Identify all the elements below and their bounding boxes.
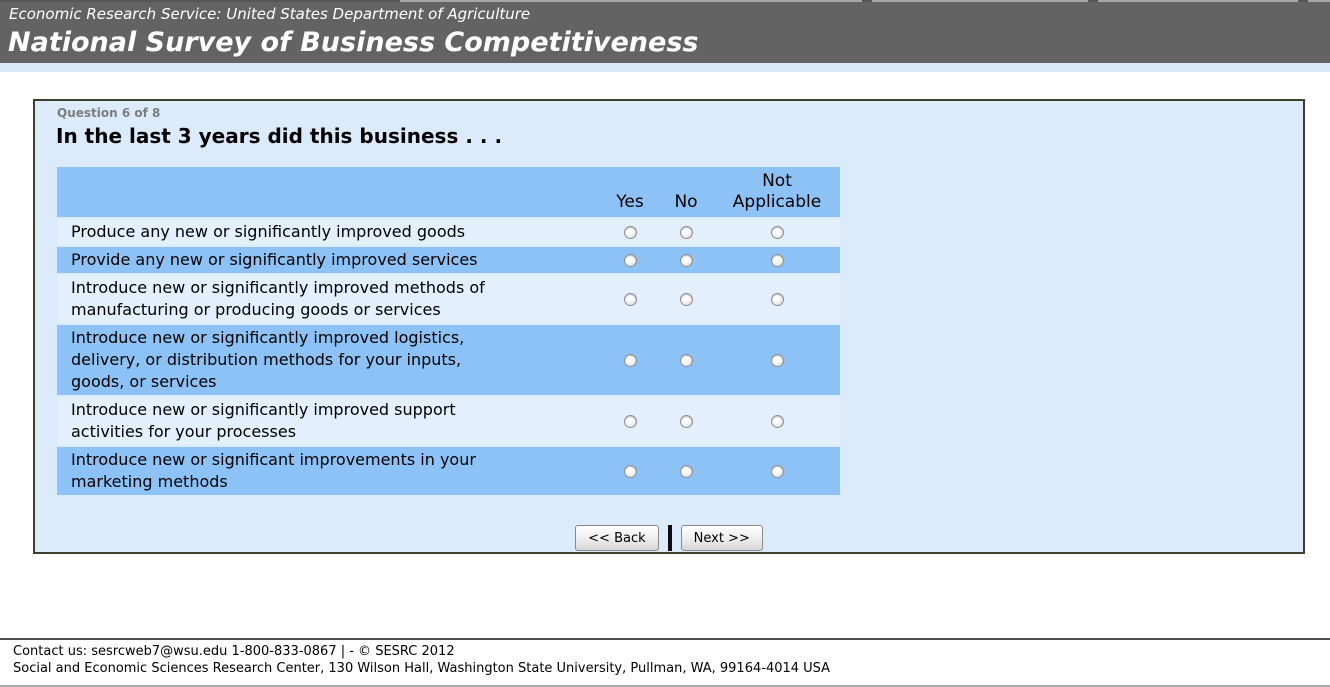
footer-address: Social and Economic Sciences Research Ce… xyxy=(13,661,831,676)
bottom-divider xyxy=(0,685,1330,687)
question-panel: Question 6 of 8 In the last 3 years did … xyxy=(33,99,1305,554)
button-separator xyxy=(667,525,672,551)
column-header-yes: Yes xyxy=(616,192,644,212)
radio-row0-yes[interactable] xyxy=(623,225,637,239)
matrix-row-produce-goods: Produce any new or significantly improve… xyxy=(57,219,840,245)
matrix-row-marketing-methods: Introduce new or significant improvement… xyxy=(57,447,840,495)
header-accent-strip xyxy=(0,63,1330,72)
navigation: << Back Next >> xyxy=(35,525,1303,551)
radio-cell xyxy=(602,292,658,306)
radio-row2-no[interactable] xyxy=(679,292,693,306)
column-header-no: No xyxy=(674,192,698,212)
radio-cell xyxy=(714,464,840,478)
radio-cell xyxy=(658,225,714,239)
radio-cell xyxy=(658,292,714,306)
radio-cell xyxy=(602,353,658,367)
radio-cell xyxy=(714,414,840,428)
matrix-header-row: Yes No Not Applicable xyxy=(57,167,840,217)
radio-row3-yes[interactable] xyxy=(623,353,637,367)
footer-contact: Contact us: sesrcweb7@wsu.edu 1-800-833-… xyxy=(13,644,455,659)
radio-cell xyxy=(714,353,840,367)
column-header-not-applicable: Not Applicable xyxy=(732,171,822,212)
row-label: Introduce new or significantly improved … xyxy=(71,278,485,319)
matrix-row-provide-services: Provide any new or significantly improve… xyxy=(57,247,840,273)
radio-row1-not-applicable[interactable] xyxy=(770,253,784,267)
radio-row4-no[interactable] xyxy=(679,414,693,428)
radio-cell xyxy=(714,292,840,306)
top-edge xyxy=(0,0,1330,2)
radio-cell xyxy=(658,353,714,367)
matrix-row-logistics-methods: Introduce new or significantly improved … xyxy=(57,325,840,395)
radio-cell xyxy=(602,464,658,478)
site-header: Economic Research Service: United States… xyxy=(0,0,1330,63)
top-edge-segment xyxy=(400,0,862,2)
radio-row1-yes[interactable] xyxy=(623,253,637,267)
radio-cell xyxy=(714,225,840,239)
radio-cell xyxy=(602,253,658,267)
row-label: Introduce new or significantly improved … xyxy=(71,400,456,441)
top-edge-segment xyxy=(872,0,1088,2)
radio-cell xyxy=(714,253,840,267)
next-button[interactable]: Next >> xyxy=(680,525,763,551)
radio-row4-yes[interactable] xyxy=(623,414,637,428)
radio-row5-no[interactable] xyxy=(679,464,693,478)
radio-row5-yes[interactable] xyxy=(623,464,637,478)
radio-row5-not-applicable[interactable] xyxy=(770,464,784,478)
row-label: Produce any new or significantly improve… xyxy=(71,222,466,241)
agency-name: Economic Research Service: United States… xyxy=(9,5,531,23)
row-label: Provide any new or significantly improve… xyxy=(71,250,478,269)
radio-row2-not-applicable[interactable] xyxy=(770,292,784,306)
top-edge-segment xyxy=(1308,0,1330,2)
back-button[interactable]: << Back xyxy=(575,525,659,551)
radio-cell xyxy=(658,414,714,428)
footer: Contact us: sesrcweb7@wsu.edu 1-800-833-… xyxy=(0,638,1330,687)
top-edge-segment xyxy=(1098,0,1298,2)
radio-cell xyxy=(602,225,658,239)
radio-row2-yes[interactable] xyxy=(623,292,637,306)
matrix-row-manufacturing-methods: Introduce new or significantly improved … xyxy=(57,275,840,323)
radio-row3-not-applicable[interactable] xyxy=(770,353,784,367)
question-progress: Question 6 of 8 xyxy=(57,106,161,120)
survey-title: National Survey of Business Competitiven… xyxy=(8,27,699,58)
radio-row0-no[interactable] xyxy=(679,225,693,239)
radio-cell xyxy=(658,464,714,478)
question-title: In the last 3 years did this business . … xyxy=(56,124,503,148)
matrix-row-support-activities: Introduce new or significantly improved … xyxy=(57,397,840,445)
radio-row3-no[interactable] xyxy=(679,353,693,367)
radio-cell xyxy=(602,414,658,428)
row-label: Introduce new or significantly improved … xyxy=(71,328,465,391)
radio-cell xyxy=(658,253,714,267)
radio-row0-not-applicable[interactable] xyxy=(770,225,784,239)
response-matrix: Yes No Not Applicable Produce any new or… xyxy=(57,167,840,497)
radio-row4-not-applicable[interactable] xyxy=(770,414,784,428)
row-label: Introduce new or significant improvement… xyxy=(71,450,476,491)
radio-row1-no[interactable] xyxy=(679,253,693,267)
